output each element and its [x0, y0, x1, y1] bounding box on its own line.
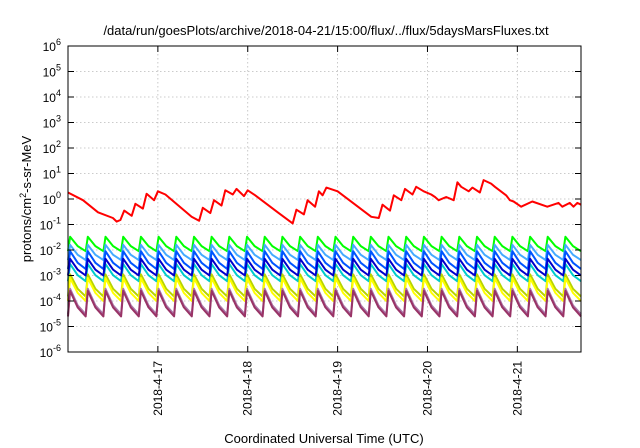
series-line-6 — [67, 257, 582, 277]
y-tick-label: 10-3 — [40, 267, 61, 284]
series-line-10 — [67, 289, 582, 318]
y-tick-label: 102 — [43, 139, 61, 156]
y-tick-label: 104 — [43, 88, 61, 105]
x-tick-label: 2018-4-21 — [510, 361, 524, 416]
x-axis: 2018-4-17 2018-4-18 2018-4-19 2018-4-20 2018… — [151, 46, 524, 416]
y-axis: 10-6 10-5 10-4 10-3 10-2 10-1 100 101 102 103 104 1… — [40, 37, 581, 360]
x-tick-label: 2018-4-19 — [331, 361, 345, 416]
series-group — [67, 179, 582, 318]
y-tick-label: 10-1 — [40, 216, 61, 233]
y-tick-label: 106 — [43, 37, 61, 54]
y-tick-label: 105 — [43, 63, 61, 80]
chart-title: /data/run/goesPlots/archive/2018-04-21/1… — [103, 23, 549, 38]
series-line-2 — [67, 235, 582, 253]
x-axis-label: Coordinated Universal Time (UTC) — [224, 431, 423, 446]
y-tick-label: 10-6 — [40, 343, 61, 360]
x-tick-label: 2018-4-17 — [151, 361, 165, 416]
y-tick-label: 103 — [43, 114, 61, 131]
x-tick-label: 2018-4-18 — [241, 361, 255, 416]
y-tick-label: 100 — [43, 190, 61, 207]
y-tick-label: 10-5 — [40, 318, 61, 335]
y-tick-label: 10-2 — [40, 241, 61, 258]
y-tick-label: 10-4 — [40, 292, 61, 309]
series-line-1 — [67, 179, 582, 225]
y-tick-label: 101 — [43, 165, 61, 182]
y-axis-label: protons/cm2-s-sr-MeV — [18, 135, 34, 262]
x-tick-label: 2018-4-20 — [420, 361, 434, 416]
